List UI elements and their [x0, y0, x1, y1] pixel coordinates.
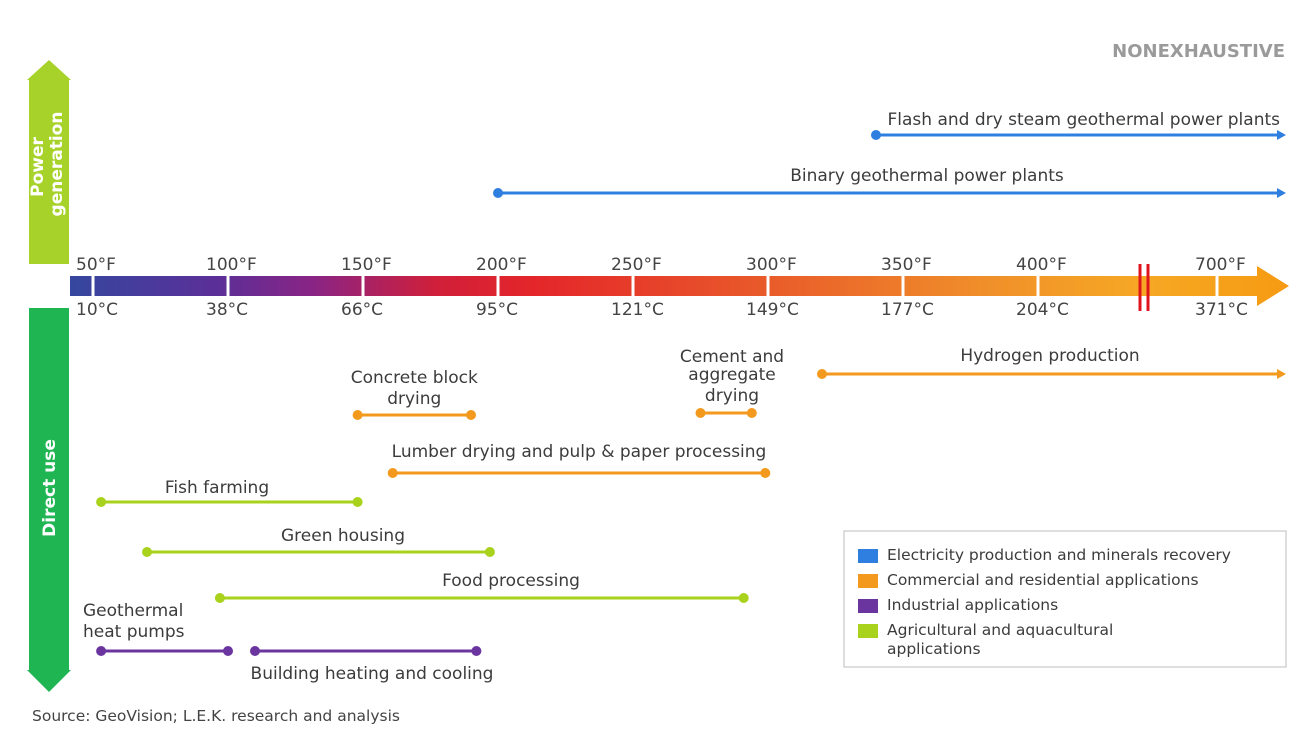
range-start-dot	[250, 646, 260, 656]
tick-label-c: 38°C	[206, 300, 248, 320]
range-end-dot	[760, 468, 771, 478]
legend-label: applications	[887, 640, 981, 658]
legend-label: Industrial applications	[887, 596, 1058, 614]
application-label: drying	[387, 389, 441, 409]
range-start-dot	[493, 188, 503, 198]
tick-label-f: 350°F	[881, 255, 932, 275]
application-range: Building heating and cooling	[250, 646, 493, 684]
application-label: Lumber drying and pulp & paper processin…	[392, 442, 767, 462]
range-end-dot	[746, 408, 757, 418]
range-start-dot	[695, 408, 706, 418]
tick-label-c: 66°C	[341, 300, 383, 320]
tick-label-f: 300°F	[746, 255, 797, 275]
tick-label-c: 371°C	[1195, 300, 1248, 320]
range-arrowhead	[1277, 130, 1286, 140]
application-label: aggregate	[688, 365, 775, 385]
application-label: Green housing	[281, 526, 405, 546]
legend-label: Commercial and residential applications	[887, 571, 1199, 589]
range-start-dot	[817, 369, 827, 379]
range-end-dot	[471, 646, 482, 656]
range-end-dot	[738, 593, 749, 603]
power-generation-label-2: generation	[47, 112, 67, 217]
application-label: Building heating and cooling	[251, 664, 494, 684]
range-end-dot	[352, 497, 363, 507]
application-label: Hydrogen production	[960, 346, 1139, 366]
application-range: Hydrogen production	[817, 346, 1286, 379]
tick-label-f: 700°F	[1195, 255, 1246, 275]
tick-label-c: 95°C	[476, 300, 518, 320]
application-range: Binary geothermal power plants	[493, 166, 1286, 198]
range-end-dot	[223, 646, 233, 656]
nonexhaustive-tag: NONEXHAUSTIVE	[1112, 41, 1285, 62]
range-start-dot	[387, 468, 398, 478]
tick-label-f: 200°F	[476, 255, 527, 275]
source-note: Source: GeoVision; L.E.K. research and a…	[32, 707, 400, 725]
tick-label-c: 121°C	[611, 300, 664, 320]
legend-label: Agricultural and aquacultural	[887, 621, 1113, 639]
range-start-dot	[96, 646, 107, 656]
application-range: Green housing	[142, 526, 495, 557]
tick-label-c: 177°C	[881, 300, 934, 320]
tick-label-f: 400°F	[1016, 255, 1067, 275]
legend-label: Electricity production and minerals reco…	[887, 546, 1231, 564]
range-start-dot	[96, 497, 107, 507]
legend-swatch-electricity	[858, 549, 878, 563]
application-label: Flash and dry steam geothermal power pla…	[888, 110, 1281, 130]
legend: Electricity production and minerals reco…	[858, 546, 1231, 658]
temperature-gradient-bar	[70, 266, 1289, 306]
legend-swatch-commercial	[858, 574, 878, 588]
application-range: Fish farming	[96, 478, 363, 507]
legend-swatch-industrial	[858, 599, 878, 613]
application-range: Food processing	[214, 571, 749, 603]
application-label: Geothermal	[83, 601, 183, 621]
power-generation-label: Power	[28, 136, 48, 196]
range-arrowhead	[1277, 188, 1286, 198]
application-label: Fish farming	[165, 478, 269, 498]
application-label: Binary geothermal power plants	[790, 166, 1064, 186]
tick-label-f: 50°F	[76, 255, 116, 275]
tick-label-c: 10°C	[76, 300, 118, 320]
application-label: drying	[705, 386, 759, 406]
direct-use-arrow: Direct use	[27, 308, 71, 692]
power-generation-arrow: Power generation	[27, 60, 71, 264]
range-end-dot	[484, 547, 495, 557]
svg-text:Power generation: Power generation	[28, 112, 67, 217]
application-label: Concrete block	[351, 368, 478, 388]
legend-box	[843, 530, 1287, 668]
tick-label-f: 150°F	[341, 255, 392, 275]
range-end-dot	[466, 410, 476, 420]
application-label: heat pumps	[83, 622, 185, 642]
application-range: Lumber drying and pulp & paper processin…	[387, 442, 771, 478]
direct-use-label: Direct use	[40, 439, 60, 537]
application-label: Cement and	[680, 347, 784, 367]
range-start-dot	[871, 130, 881, 140]
application-label: Food processing	[442, 571, 580, 591]
tick-label-f: 100°F	[206, 255, 257, 275]
tick-label-f: 250°F	[611, 255, 662, 275]
legend-swatch-agricultural	[858, 624, 878, 638]
tick-label-c: 204°C	[1016, 300, 1069, 320]
range-start-dot	[142, 547, 152, 557]
range-arrowhead	[1277, 369, 1286, 379]
range-start-dot	[214, 593, 225, 603]
application-range: Flash and dry steam geothermal power pla…	[871, 110, 1286, 140]
range-start-dot	[352, 410, 363, 420]
temperature-scale: 50°F 10°C 100°F 38°C 150°F 66°C 200°F 95°C 250°F…	[70, 255, 1289, 320]
tick-label-c: 149°C	[746, 300, 799, 320]
